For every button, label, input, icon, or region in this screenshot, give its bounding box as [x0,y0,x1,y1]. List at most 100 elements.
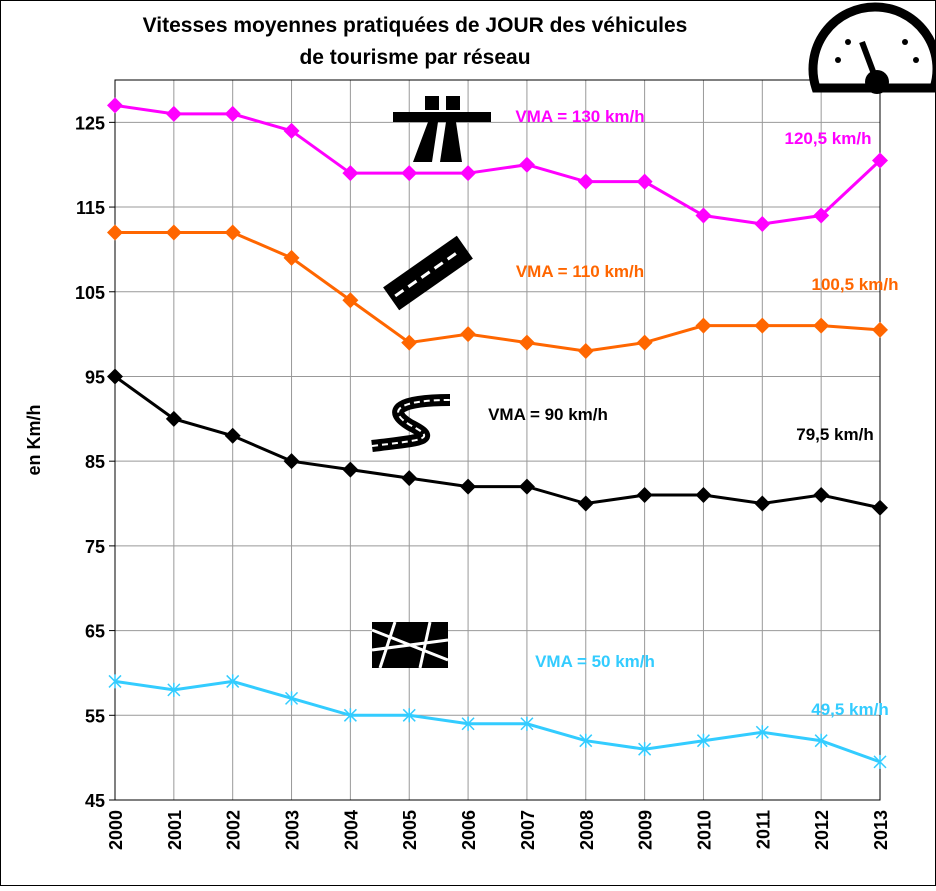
marker [285,691,299,706]
marker [872,321,888,338]
y-tick-label: 55 [85,706,105,726]
x-tick-label: 2012 [812,810,832,850]
chart-title: de tourisme par réseau [299,46,530,69]
motorway-icon [393,96,491,162]
y-tick-label: 85 [85,452,105,472]
marker [401,334,418,351]
marker [695,317,712,334]
x-tick-label: 2009 [636,810,656,850]
series-line [114,375,881,510]
x-tick-label: 2003 [283,810,303,850]
marker [224,427,241,444]
marker [754,317,771,334]
y-tick-label: 105 [75,283,105,303]
marker [460,326,477,343]
road-icon [371,394,451,452]
marker [401,470,418,487]
marker [638,742,652,757]
marker [814,733,828,748]
marker [460,478,477,495]
annotation: 120,5 km/h [785,129,872,148]
marker [577,495,594,512]
marker [695,487,712,504]
marker [873,754,887,769]
x-tick-label: 2004 [341,810,361,850]
annotation: 100,5 km/h [812,275,899,294]
marker [342,461,359,478]
marker [461,716,475,731]
x-tick-label: 2001 [165,810,185,850]
annotation: VMA = 110 km/h [516,262,644,281]
marker [813,487,830,504]
marker [636,334,653,351]
annotation: 49,5 km/h [811,700,889,719]
marker [872,499,888,516]
x-tick-label: 2000 [106,810,126,850]
marker [401,165,418,182]
marker [165,410,182,427]
marker [283,249,300,266]
marker [754,495,771,512]
marker [224,224,241,241]
annotation: VMA = 130 km/h [515,107,644,126]
marker [167,682,181,697]
marker [636,173,653,190]
y-tick-label: 125 [75,113,105,133]
marker [813,207,830,224]
marker [518,156,535,173]
x-tick-label: 2011 [753,810,773,849]
marker [108,674,122,689]
y-tick-label: 115 [76,198,105,218]
marker [520,716,534,731]
expressway-icon [383,235,473,311]
marker [872,152,888,169]
series-line [114,103,882,226]
y-axis-label: en Km/h [24,404,44,475]
x-tick-label: 2005 [400,810,420,850]
x-tick-label: 2007 [518,810,538,850]
marker [342,292,359,309]
marker [283,453,300,470]
marker [342,165,359,182]
marker [224,105,241,122]
y-tick-label: 95 [85,367,105,387]
x-tick-label: 2006 [459,810,479,850]
y-tick-label: 75 [85,537,105,557]
marker [165,105,182,122]
marker [402,708,416,723]
marker [107,97,123,114]
y-tick-label: 65 [85,622,105,642]
marker [577,173,594,190]
marker [577,343,594,360]
marker [755,725,769,740]
marker [107,224,123,241]
x-tick-label: 2008 [577,810,597,850]
marker [754,216,771,232]
y-tick-label: 45 [85,791,105,811]
plot [107,97,888,769]
marker [813,317,830,334]
marker [579,733,593,748]
marker [460,165,477,182]
marker [695,207,712,224]
marker [636,487,653,504]
marker [283,122,300,139]
x-tick-label: 2010 [694,810,714,850]
annotation: VMA = 90 km/h [488,405,608,424]
chart-title: Vitesses moyennes pratiquées de JOUR des… [143,14,688,37]
marker [518,334,535,351]
series-line [114,679,881,764]
marker [226,674,240,689]
marker [165,224,182,241]
city-icon [371,621,449,669]
annotation: VMA = 50 km/h [535,652,655,671]
x-tick-label: 2002 [224,810,244,850]
plot-frame [114,79,881,801]
marker [343,708,357,723]
gauge-icon [808,2,936,94]
marker [696,733,710,748]
x-tick-label: 2013 [871,810,891,850]
series-line [115,230,881,353]
marker [518,478,535,495]
